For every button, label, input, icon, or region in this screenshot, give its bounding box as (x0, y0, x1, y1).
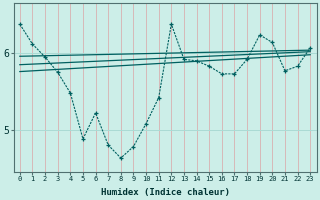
X-axis label: Humidex (Indice chaleur): Humidex (Indice chaleur) (100, 188, 229, 197)
